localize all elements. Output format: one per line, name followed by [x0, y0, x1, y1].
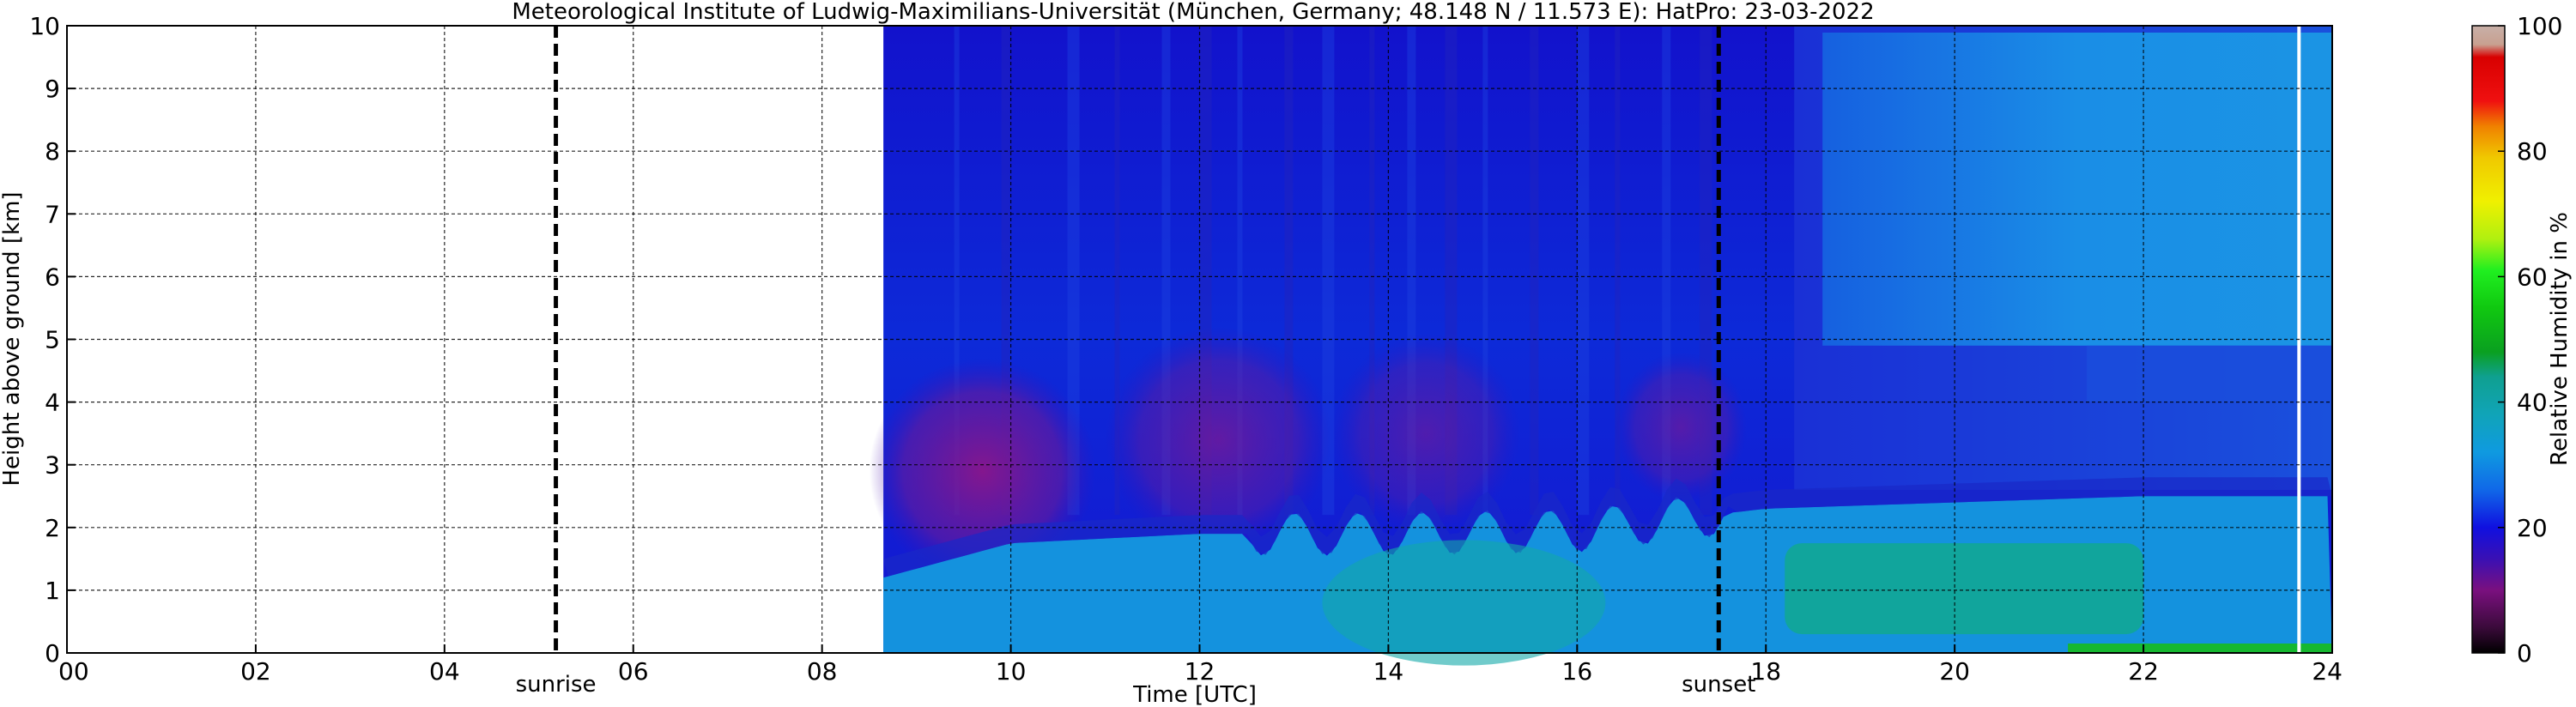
humid-patch-day	[1322, 540, 1606, 666]
x-tick-label: 08	[807, 657, 838, 686]
colorbar: 0 20 40 60 80 100 Relative Humidity in %	[2471, 12, 2573, 668]
streak	[1284, 26, 1294, 516]
sunrise-label: sunrise	[516, 672, 597, 698]
streak	[1482, 26, 1488, 516]
colorbar-tick-label: 0	[2517, 639, 2532, 668]
streak	[1114, 26, 1120, 516]
streak	[1322, 26, 1335, 516]
y-tick-label: 2	[45, 514, 60, 542]
streak	[1530, 26, 1539, 516]
sunset-label: sunset	[1682, 672, 1755, 698]
dry-core-afternoon	[1331, 333, 1521, 535]
x-tick-label: 02	[240, 657, 271, 686]
surface-moist-layer	[2068, 644, 2332, 653]
streak	[1369, 26, 1375, 516]
dry-core-evening	[1615, 352, 1748, 503]
x-axis-label: Time [UTC]	[1132, 682, 1257, 707]
humidity-field	[869, 26, 2332, 666]
x-tick-label: 12	[1185, 657, 1215, 686]
y-tick-label: 6	[45, 263, 60, 291]
colorbar-tick-label: 40	[2517, 389, 2548, 417]
streak	[1067, 26, 1080, 516]
grid-lines	[67, 26, 2332, 653]
x-tick-label: 10	[996, 657, 1027, 686]
streak	[954, 26, 960, 516]
y-tick-label: 4	[45, 389, 60, 417]
x-tick-label: 06	[618, 657, 649, 686]
colorbar-tick-label: 80	[2517, 137, 2548, 166]
x-tick-label: 16	[1562, 657, 1593, 686]
x-tick-label: 24	[2312, 657, 2343, 686]
x-tick-label: 18	[1750, 657, 1781, 686]
y-tick-label: 5	[45, 326, 60, 354]
streak	[1237, 26, 1243, 516]
x-tick-label: 04	[429, 657, 460, 686]
x-tick-label: 14	[1373, 657, 1404, 686]
streak	[1577, 26, 1590, 516]
sun-markers: sunrise sunset	[516, 26, 1755, 698]
y-tick-label: 8	[45, 137, 60, 166]
chart-title: Meteorological Institute of Ludwig-Maxim…	[512, 0, 1874, 25]
y-axis-label: Height above ground [km]	[0, 191, 25, 486]
streak	[1161, 26, 1171, 516]
evening-upper-layer	[1822, 33, 2332, 346]
humid-patch-evening	[1785, 543, 2144, 635]
x-tick-label: 00	[58, 657, 89, 686]
x-tick-label: 22	[2128, 657, 2159, 686]
streak	[1615, 26, 1621, 516]
colorbar-tick-label: 20	[2517, 514, 2548, 542]
streak	[1001, 26, 1010, 516]
y-tick-label: 9	[45, 75, 60, 103]
y-tick-label: 0	[45, 639, 60, 668]
colorbar-label: Relative Humidity in %	[2547, 212, 2573, 466]
y-tick-label: 10	[29, 12, 60, 40]
streak	[1662, 26, 1671, 516]
x-tick-label: 20	[1939, 657, 1970, 686]
colorbar-ticks: 0 20 40 60 80 100	[2498, 12, 2562, 668]
layer-transition	[883, 477, 2332, 577]
streak	[1407, 26, 1416, 516]
y-tick-label: 7	[45, 200, 60, 228]
colorbar-gradient	[2471, 25, 2506, 654]
y-tick-label: 3	[45, 451, 60, 480]
dry-core-midday	[1105, 326, 1332, 553]
colorbar-tick-label: 60	[2517, 263, 2548, 291]
colorbar-tick-label: 100	[2517, 12, 2562, 40]
y-tick-label: 1	[45, 577, 60, 605]
evening-transition-layer	[2087, 345, 2332, 402]
